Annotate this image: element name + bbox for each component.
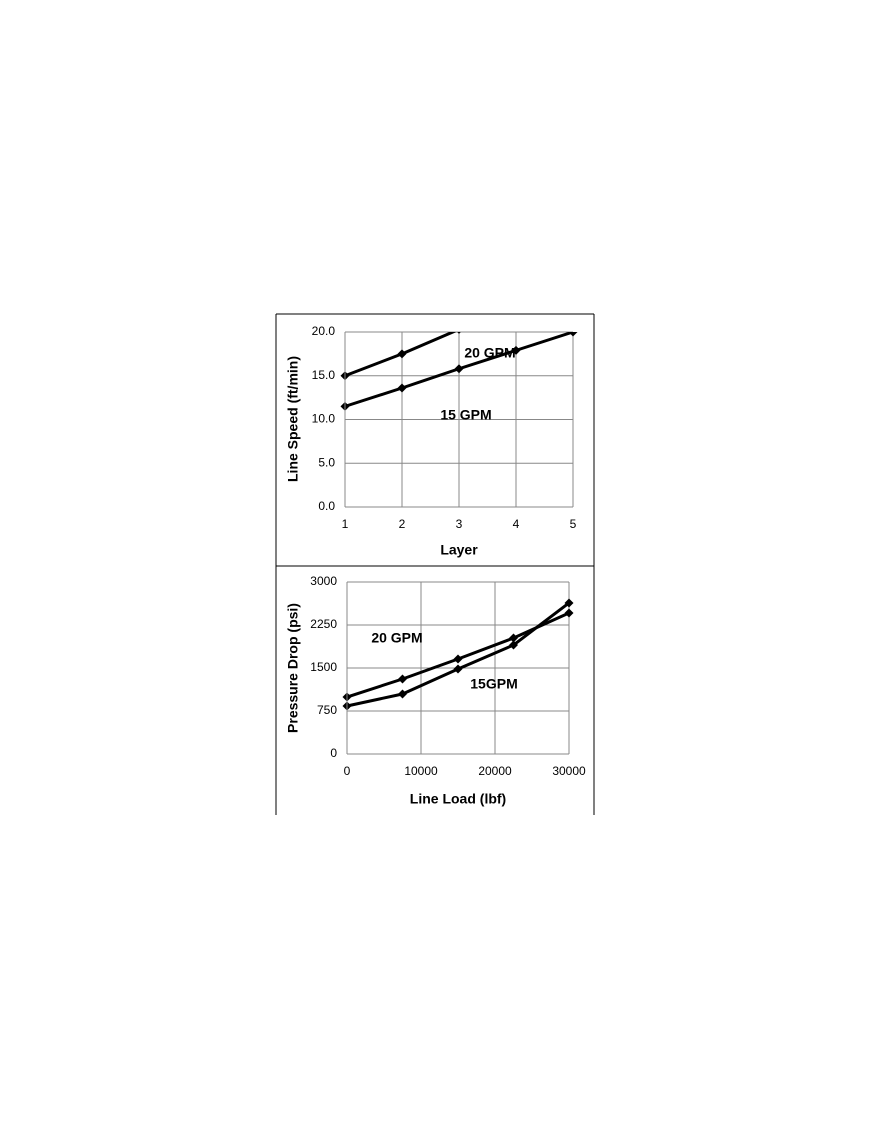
y-tick-label: 15.0 <box>312 368 336 382</box>
x-tick-label: 30000 <box>552 764 586 778</box>
x-tick-label: 20000 <box>478 764 512 778</box>
marker <box>511 345 521 355</box>
y-tick-label: 750 <box>317 703 337 717</box>
marker <box>398 689 407 699</box>
y-tick-label: 2250 <box>310 617 337 631</box>
x-tick-label: 5 <box>570 517 577 531</box>
marker <box>564 598 574 608</box>
marker <box>564 608 574 618</box>
marker <box>453 654 463 664</box>
annotation: 15GPM <box>470 676 517 692</box>
marker <box>457 332 461 334</box>
marker <box>397 349 407 359</box>
x-axis-label: Layer <box>440 542 478 558</box>
marker <box>454 364 464 374</box>
y-tick-label: 20.0 <box>312 324 336 338</box>
x-tick-label: 4 <box>513 517 520 531</box>
x-tick-label: 0 <box>344 764 351 778</box>
annotation: 20 GPM <box>371 630 422 646</box>
marker <box>397 383 407 393</box>
marker <box>509 640 518 650</box>
x-tick-label: 10000 <box>404 764 438 778</box>
y-tick-label: 10.0 <box>312 412 336 426</box>
y-axis-label: Line Speed (ft/min) <box>285 356 301 482</box>
x-tick-label: 2 <box>399 517 406 531</box>
annotation: 15 GPM <box>440 407 491 423</box>
frame <box>275 313 595 815</box>
y-axis-label: Pressure Drop (psi) <box>285 603 301 733</box>
x-axis-label: Line Load (lbf) <box>410 791 506 807</box>
y-tick-label: 0 <box>330 746 337 760</box>
plot <box>340 332 578 411</box>
marker <box>509 633 518 643</box>
y-tick-label: 5.0 <box>318 455 335 469</box>
x-tick-label: 3 <box>456 517 463 531</box>
marker <box>398 674 407 684</box>
marker <box>568 332 578 337</box>
y-tick-label: 1500 <box>310 660 337 674</box>
plot <box>342 598 574 711</box>
y-tick-label: 0.0 <box>318 499 335 513</box>
y-tick-label: 3000 <box>310 574 337 588</box>
series-line <box>346 601 570 708</box>
marker <box>453 664 463 674</box>
x-tick-label: 1 <box>342 517 349 531</box>
annotation: 20 GPM <box>464 345 515 361</box>
